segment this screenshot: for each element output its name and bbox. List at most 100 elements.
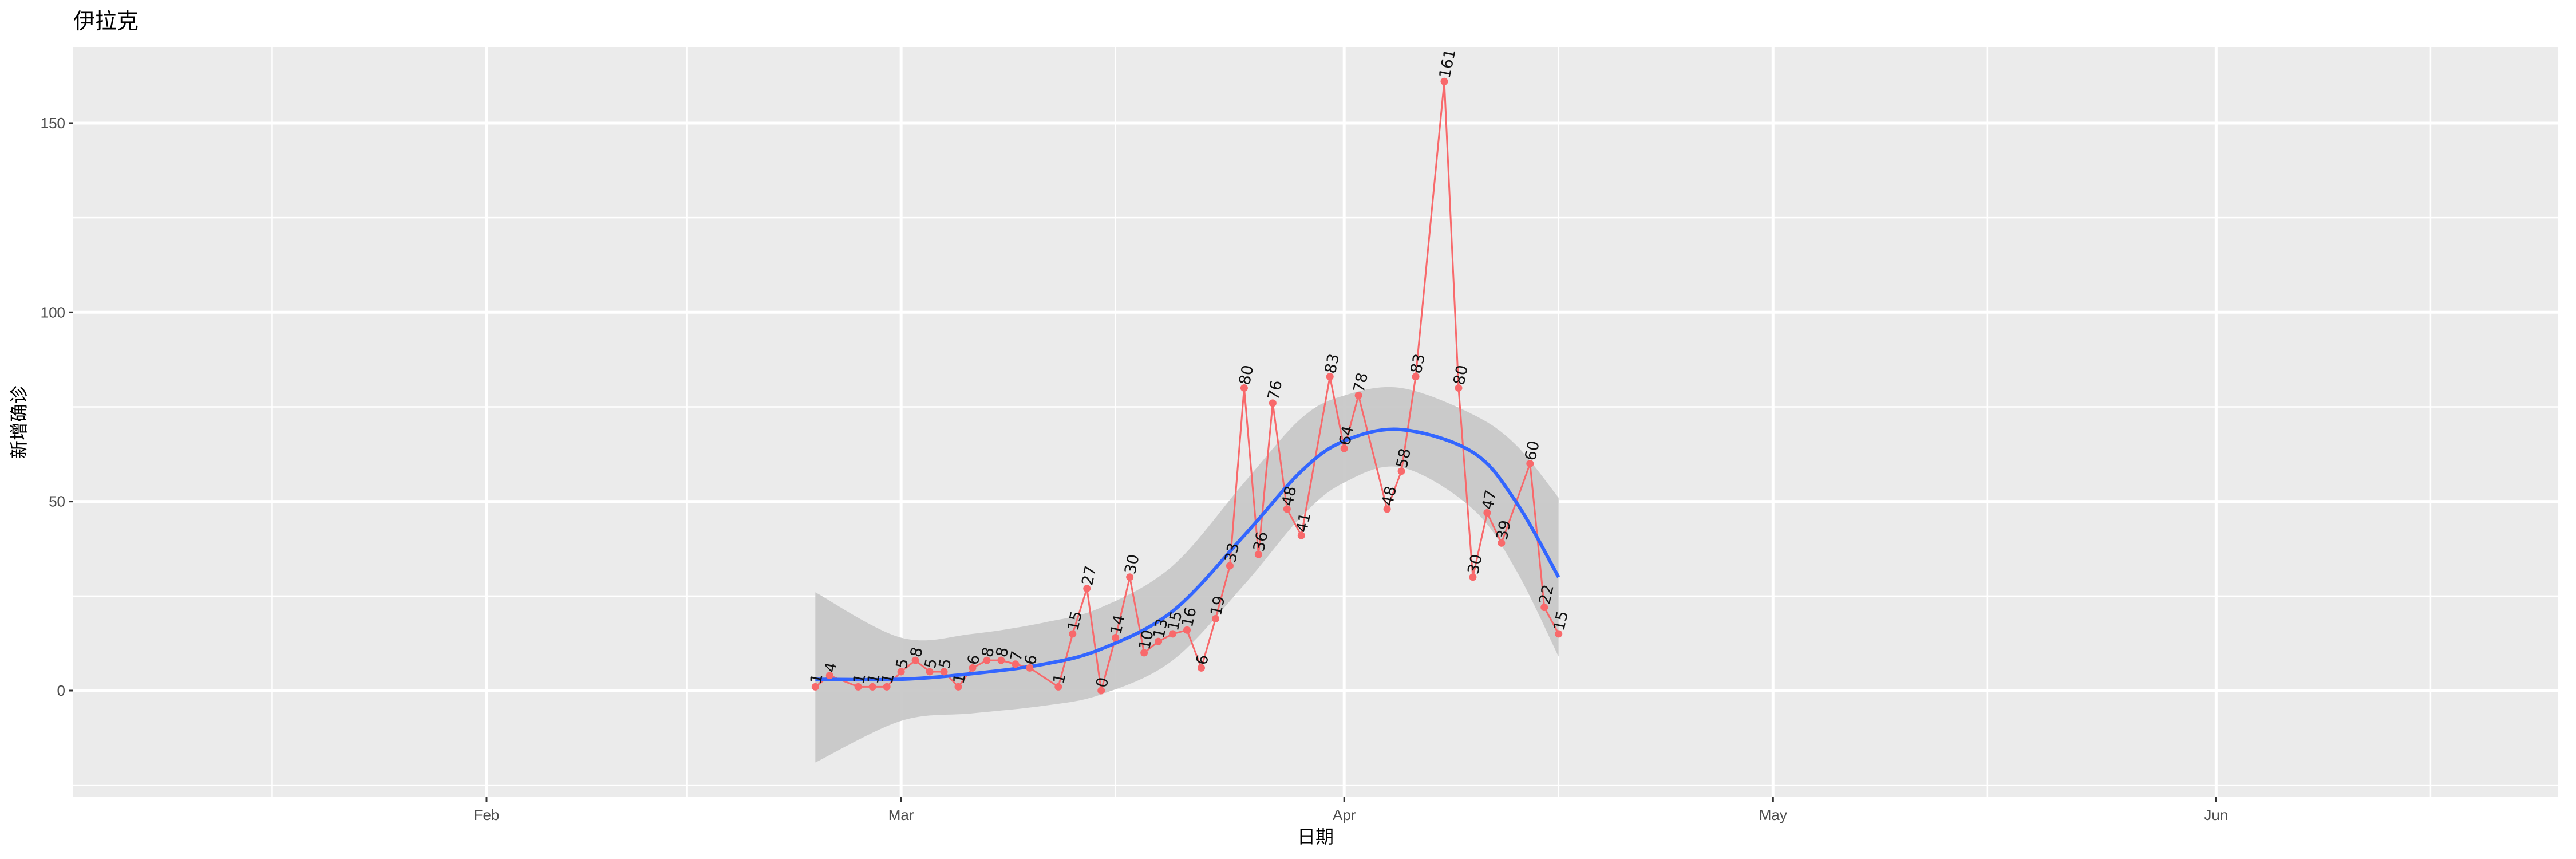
data-point [1440,77,1448,85]
data-label: 6 [1021,653,1041,667]
data-label: 19 [1207,594,1228,617]
data-point [1097,687,1105,695]
data-point [983,656,991,664]
data-label: 1 [950,672,970,685]
data-point [1383,505,1391,513]
data-point [1069,630,1077,638]
data-point [1126,573,1134,581]
data-label: 4 [821,661,841,674]
confidence-band [815,387,1559,763]
data-label: 48 [1279,484,1300,507]
data-point [825,672,833,680]
smooth-line [815,427,1560,681]
x-tick-label: May [1759,806,1787,823]
data-point [1469,573,1477,581]
data-label: 8 [907,645,927,659]
data-label: 33 [1222,541,1243,564]
x-axis: Feb Mar Apr May Jun [474,797,2228,823]
data-label: 16 [1179,606,1200,629]
x-tick-label: Mar [888,806,914,823]
data-point [1540,604,1548,612]
data-point [1012,660,1020,668]
data-point [1240,384,1248,392]
data-label: 80 [1236,364,1257,387]
data-point [1340,444,1348,452]
data-label: 41 [1293,511,1314,534]
data-point [1183,626,1191,634]
data-label: 76 [1265,379,1286,401]
data-point [1397,467,1405,475]
data-point [883,683,891,691]
x-tick-label: Jun [2204,806,2228,823]
data-labels: 1411158551688761152701430101315166193380… [807,48,1572,689]
data-point [1326,373,1334,381]
major-gridlines [73,47,2558,797]
y-tick-label: 150 [41,115,65,132]
y-tick-label: 100 [41,304,65,321]
data-label: 36 [1250,530,1271,553]
data-label: 80 [1450,364,1471,387]
chart-title: 伊拉克 [73,9,139,34]
data-point [811,683,819,691]
data-label: 15 [1550,609,1571,632]
data-label: 15 [1064,609,1085,632]
data-label: 58 [1393,447,1415,470]
data-label: 30 [1464,553,1485,576]
data-point [1526,460,1534,468]
data-point [1155,637,1163,645]
data-label: 78 [1350,371,1372,394]
data-label: 1 [879,672,898,685]
data-point [1269,399,1277,407]
data-label: 83 [1408,352,1429,375]
data-point [854,683,862,691]
y-tick-label: 0 [57,682,65,699]
data-point [1226,562,1234,570]
data-point [911,656,919,664]
data-label: 5 [922,657,941,670]
confidence-band-area [815,387,1559,763]
data-points [811,77,1563,695]
data-label: 10 [1136,628,1157,651]
data-label: 27 [1078,564,1100,587]
data-point [1211,614,1219,622]
x-axis-title: 日期 [1297,826,1334,848]
data-label: 5 [893,657,912,670]
data-point [1140,649,1148,657]
data-label: 39 [1493,519,1514,542]
x-tick-label: Feb [474,806,500,823]
data-point [1283,505,1291,513]
data-point [1555,630,1563,638]
data-label: 47 [1479,488,1500,511]
data-point [1054,683,1062,691]
data-point [1026,664,1034,672]
data-label: 6 [1193,653,1212,667]
x-tick-label: Apr [1333,806,1356,823]
data-label: 14 [1107,613,1128,636]
data-point [1354,392,1362,400]
y-tick-label: 50 [49,493,65,510]
data-point [1297,531,1305,539]
data-label: 60 [1522,439,1543,462]
data-point [1498,539,1506,547]
smooth-line-group [815,427,1560,681]
data-label: 1 [1050,672,1069,685]
data-point [868,683,876,691]
data-point [940,668,948,676]
data-label: 7 [1007,649,1026,663]
data-point [1169,630,1177,638]
y-axis-title: 新增确诊 [8,385,30,459]
data-label: 1 [864,672,884,685]
data-point [1198,664,1205,672]
data-label: 6 [965,653,984,667]
data-label: 8 [993,645,1012,659]
data-point [1254,550,1262,558]
data-label: 15 [1164,609,1186,632]
data-label: 5 [936,657,955,670]
data-point [1112,634,1120,642]
data-label: 64 [1336,424,1357,447]
data-label: 48 [1379,484,1400,507]
data-point [954,683,962,691]
data-label: 1 [807,672,827,685]
data-point [1083,585,1091,593]
